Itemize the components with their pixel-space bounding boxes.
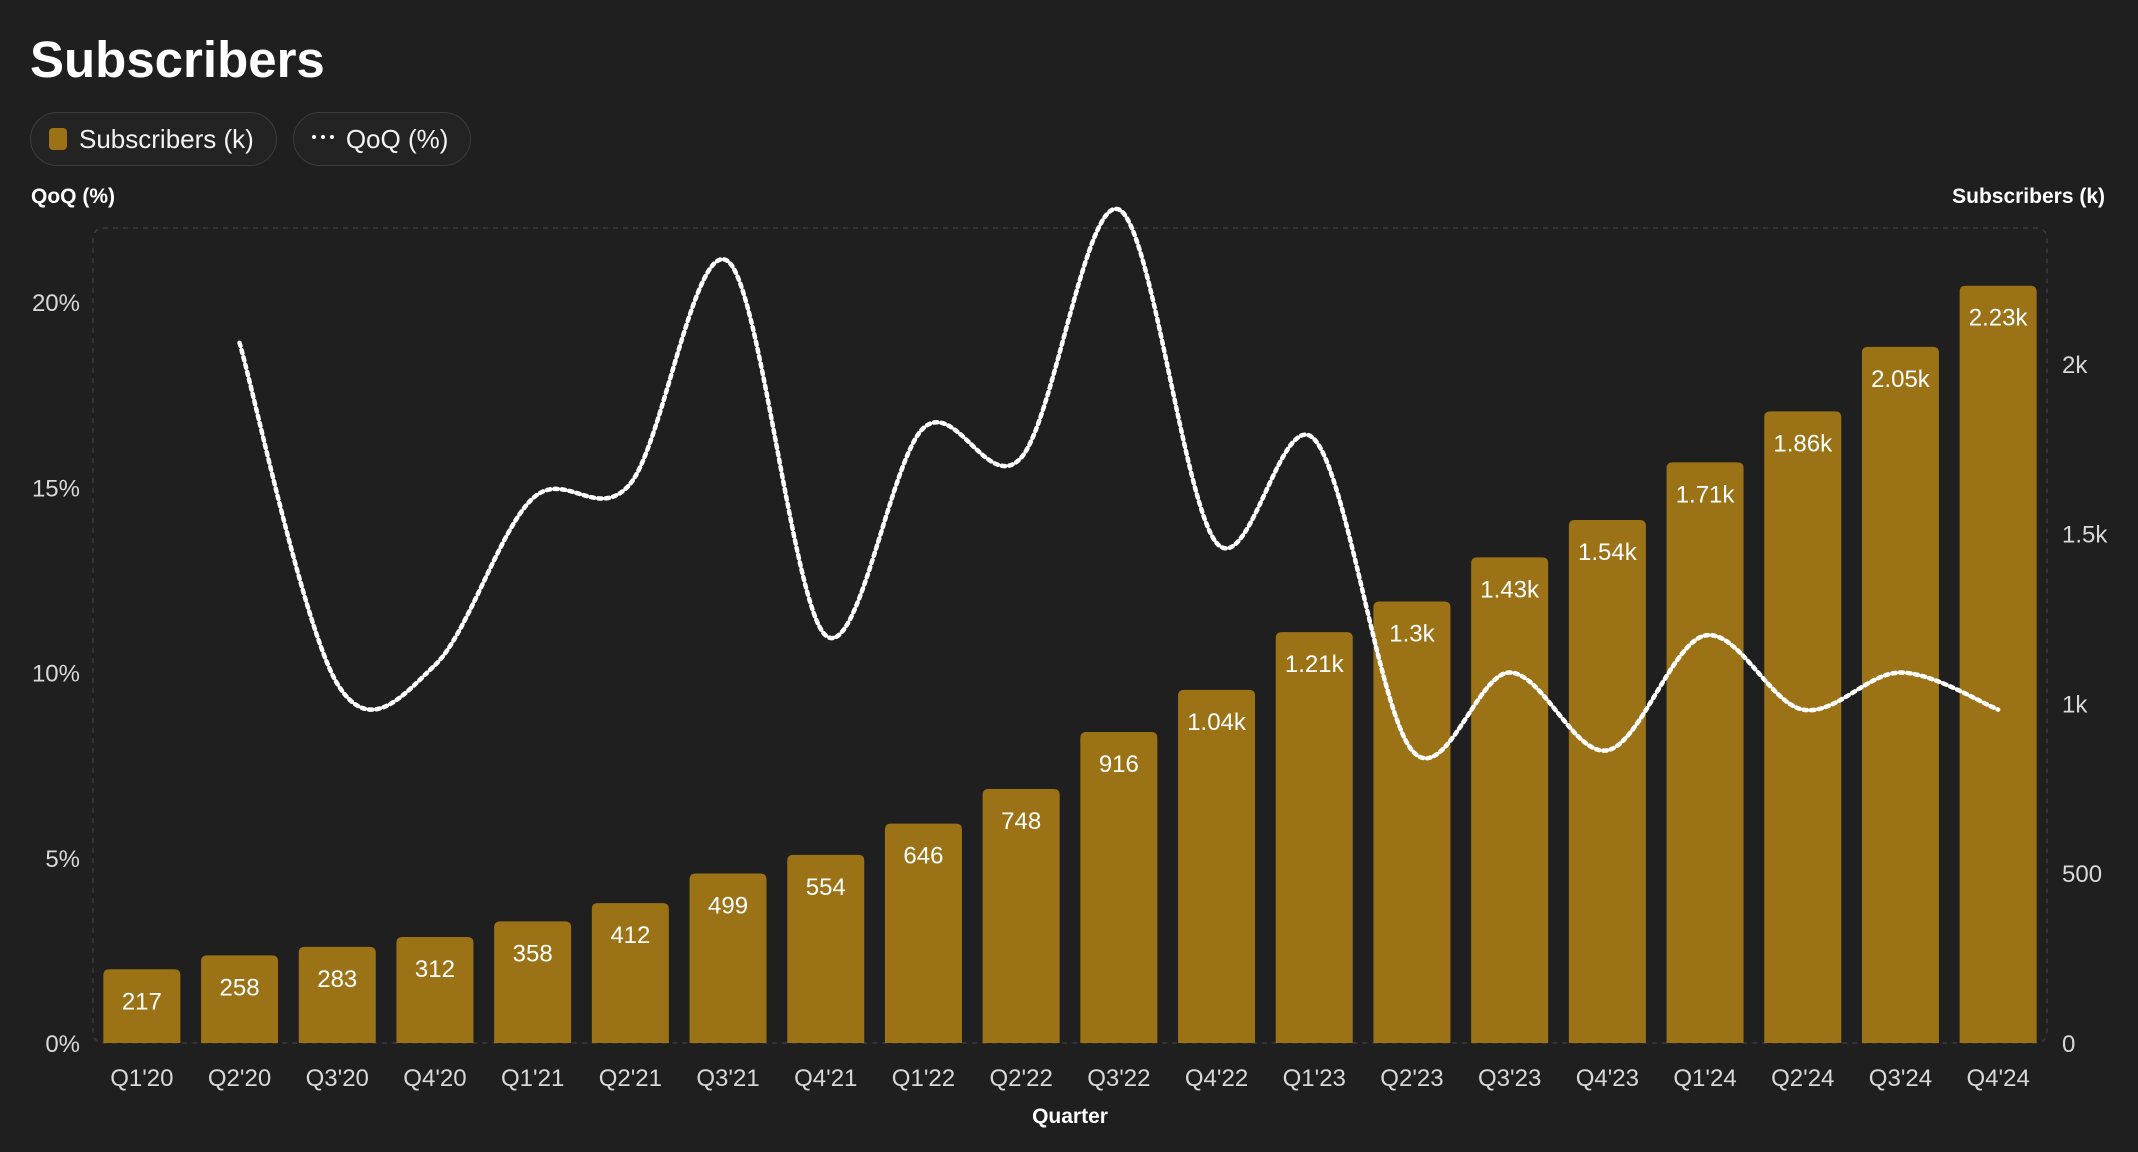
plot-frame xyxy=(92,227,2048,1044)
legend-label-qoq: QoQ (%) xyxy=(345,123,449,154)
legend-item-subscribers[interactable]: Subscribers (k) xyxy=(30,112,277,166)
dotted-line-swatch-icon xyxy=(311,135,334,143)
x-tick-label: Q4'21 xyxy=(794,1065,857,1092)
x-tick-label: Q2'23 xyxy=(1380,1065,1443,1092)
x-tick-label: Q1'22 xyxy=(892,1065,955,1092)
x-tick-label: Q2'22 xyxy=(990,1065,1053,1092)
right-tick-label: 1.5k xyxy=(2062,522,2108,549)
chart-title: Subscribers xyxy=(30,31,325,88)
bar xyxy=(1666,462,1744,1043)
bar xyxy=(1959,285,2037,1044)
legend: Subscribers (k) QoQ (%) xyxy=(30,112,472,166)
bar xyxy=(689,873,767,1043)
bar-value-label: 1.86k xyxy=(1773,430,1833,457)
bar xyxy=(1568,520,1646,1043)
x-tick-label: Q2'20 xyxy=(208,1065,271,1092)
bar-value-label: 1.43k xyxy=(1480,576,1540,603)
bar-value-label: 312 xyxy=(415,956,455,983)
x-tick-label: Q1'20 xyxy=(110,1065,173,1092)
bar-value-label: 2.05k xyxy=(1871,366,1931,393)
bar-value-label: 1.21k xyxy=(1285,651,1345,678)
bar xyxy=(1861,346,1939,1044)
bar-value-label: 1.71k xyxy=(1676,481,1736,508)
left-tick-label: 5% xyxy=(45,846,80,873)
legend-label-subscribers: Subscribers (k) xyxy=(79,123,254,154)
left-tick-label: 0% xyxy=(45,1031,80,1058)
bar xyxy=(591,903,669,1043)
bar-value-label: 358 xyxy=(513,940,553,967)
bar-value-label: 1.3k xyxy=(1389,621,1435,648)
bar xyxy=(201,955,279,1043)
x-tick-label: Q3'20 xyxy=(306,1065,369,1092)
left-tick-label: 10% xyxy=(32,661,80,688)
right-tick-label: 1k xyxy=(2062,691,2088,718)
bar xyxy=(1275,632,1353,1043)
x-tick-label: Q3'23 xyxy=(1478,1065,1541,1092)
right-tick-label: 2k xyxy=(2062,352,2088,379)
qoq-line xyxy=(237,207,2001,761)
bar xyxy=(298,946,376,1043)
bar-value-label: 2.23k xyxy=(1969,305,2029,332)
left-axis-title: QoQ (%) xyxy=(31,185,115,208)
right-axis-title: Subscribers (k) xyxy=(1952,185,2105,208)
bar xyxy=(1764,411,1842,1043)
left-tick-label: 20% xyxy=(32,290,80,317)
bar xyxy=(494,921,572,1043)
bar xyxy=(1080,731,1158,1043)
bar-value-label: 1.54k xyxy=(1578,539,1638,566)
bar xyxy=(982,788,1060,1043)
x-tick-label: Q4'20 xyxy=(403,1065,466,1092)
bar xyxy=(1178,689,1256,1043)
legend-item-qoq[interactable]: QoQ (%) xyxy=(292,112,472,166)
bar-value-label: 554 xyxy=(806,874,846,901)
x-tick-label: Q2'24 xyxy=(1771,1065,1834,1092)
bar xyxy=(884,823,962,1043)
bar xyxy=(396,937,474,1043)
x-tick-label: Q1'21 xyxy=(501,1065,564,1092)
x-tick-label: Q1'24 xyxy=(1673,1065,1736,1092)
bar-value-label: 916 xyxy=(1099,751,1139,778)
bar xyxy=(1373,601,1451,1043)
x-tick-label: Q4'22 xyxy=(1185,1065,1248,1092)
bar-value-label: 646 xyxy=(903,843,943,870)
bar xyxy=(787,854,865,1043)
bar xyxy=(103,969,181,1043)
bar xyxy=(1471,557,1549,1043)
bar-value-label: 1.04k xyxy=(1187,709,1247,736)
right-tick-label: 0 xyxy=(2062,1031,2075,1058)
bar-value-label: 283 xyxy=(317,966,357,993)
bar-value-label: 258 xyxy=(220,974,260,1001)
x-tick-label: Q4'23 xyxy=(1576,1065,1639,1092)
right-tick-label: 500 xyxy=(2062,861,2102,888)
x-tick-label: Q1'23 xyxy=(1283,1065,1346,1092)
x-axis-title: Quarter xyxy=(1032,1105,1108,1128)
bar-value-label: 748 xyxy=(1001,808,1041,835)
left-tick-label: 15% xyxy=(32,475,80,502)
x-tick-label: Q3'21 xyxy=(696,1065,759,1092)
x-tick-label: Q3'22 xyxy=(1087,1065,1150,1092)
bar-value-label: 412 xyxy=(610,922,650,949)
x-tick-label: Q4'24 xyxy=(1967,1065,2030,1092)
bar-value-label: 217 xyxy=(122,988,162,1015)
bar-value-label: 499 xyxy=(708,893,748,920)
x-tick-label: Q2'21 xyxy=(599,1065,662,1092)
x-tick-label: Q3'24 xyxy=(1869,1065,1932,1092)
bar-swatch-icon xyxy=(49,128,67,150)
